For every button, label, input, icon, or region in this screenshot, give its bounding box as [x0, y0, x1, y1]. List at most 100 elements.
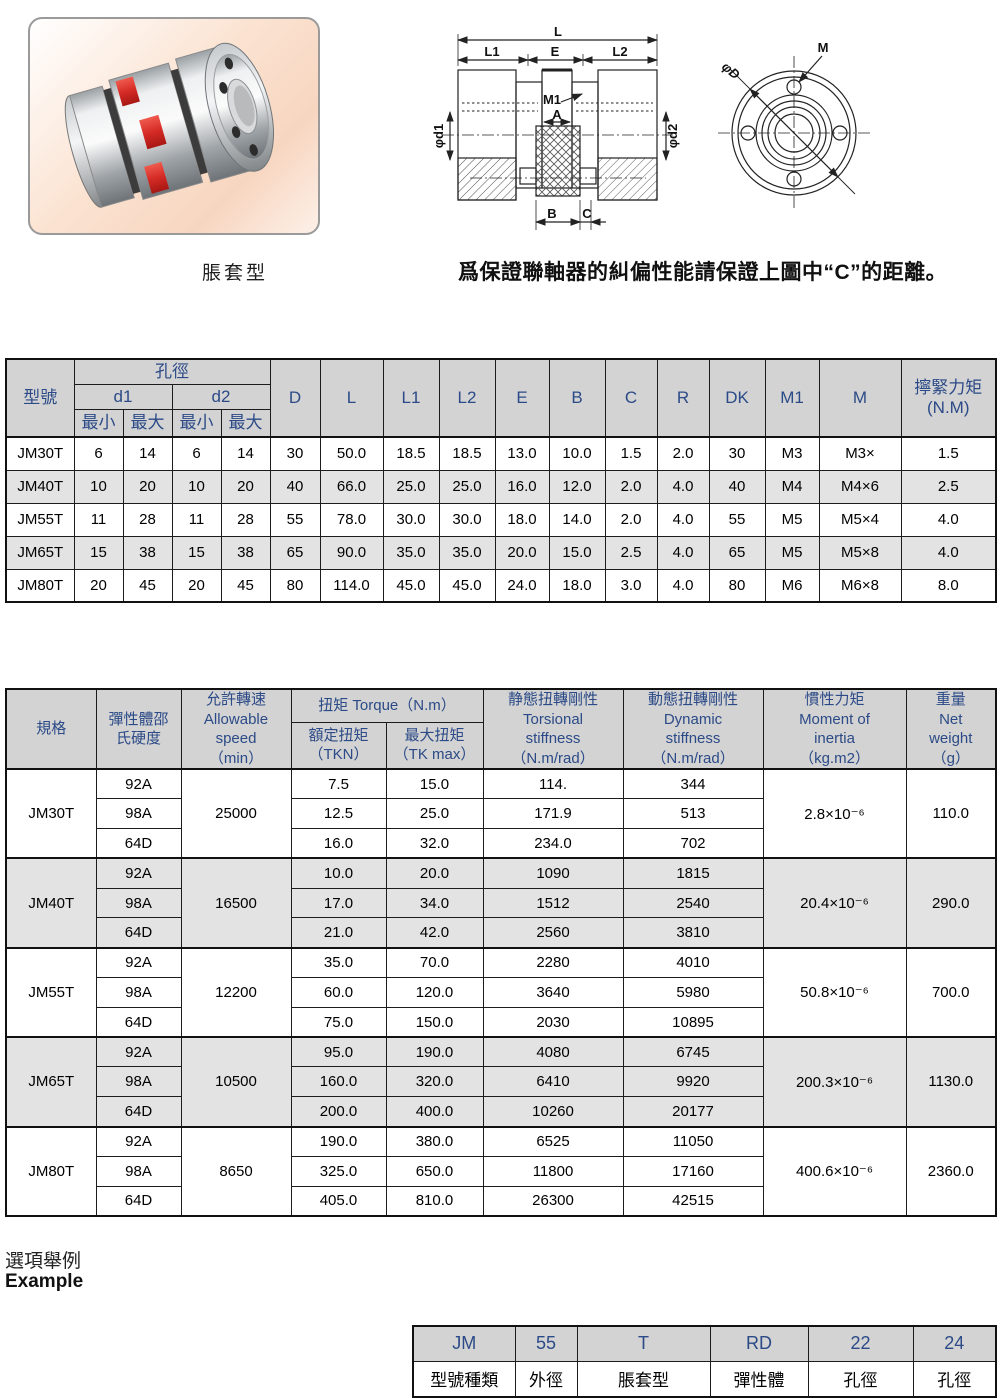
photo-caption: 脹套型	[201, 263, 268, 284]
col-header-L1: L1	[382, 358, 440, 438]
value-cell: M5×8	[818, 535, 902, 570]
static-stiffness-cell: 6410	[482, 1066, 624, 1098]
table-row: JM55T 92A 12200 35.0 70.0 2280 4010 50.8×10⁻⁶ 70…	[5, 946, 997, 1038]
static-stiffness-cell: 26300	[482, 1185, 624, 1217]
dynamic-stiffness-cell: 17160	[622, 1155, 764, 1187]
col-header-weight: 重量 Net weight （g）	[905, 688, 997, 770]
value-cell: 20	[73, 568, 124, 603]
static-stiffness-cell: 2560	[482, 917, 624, 949]
dynamic-stiffness-cell: 702	[622, 828, 764, 859]
max-torque-cell: 650.0	[385, 1155, 484, 1187]
dim-header-row-3: 最小 最大 最小 最大	[6, 408, 996, 438]
value-cell: M3×	[818, 436, 902, 471]
value-cell: 14.0	[548, 502, 606, 537]
value-cell: 20	[122, 469, 173, 504]
model-cell: JM80T	[5, 1125, 97, 1217]
example-label-bore1: 孔徑	[807, 1360, 914, 1398]
value-cell: 4.0	[900, 535, 997, 570]
model-cell: JM65T	[5, 535, 75, 570]
value-cell: 3.0	[604, 568, 658, 603]
example-code-type: T	[576, 1325, 711, 1362]
max-torque-cell: 70.0	[385, 946, 484, 979]
col-header-static-stiffness: 静態扭轉剛性 Torsional stiffness （N.m/rad）	[482, 688, 624, 770]
hardness-cell: 64D	[95, 1096, 182, 1128]
value-cell: 45	[122, 568, 173, 603]
dynamic-stiffness-cell: 5980	[622, 977, 764, 1008]
col-header-d2-max: 最大	[220, 408, 271, 438]
static-stiffness-cell: 3640	[482, 977, 624, 1008]
rated-torque-cell: 10.0	[290, 857, 387, 889]
table-row: JM80T 20 45 20 45 80 114.0 45.0 45.0 24.0 18.0 3.0 4…	[5, 568, 997, 603]
example-table: JM 55 T RD 22 24 型號種類 外徑 脹套型 彈性體 孔徑 孔徑	[412, 1325, 997, 1398]
value-cell: 45.0	[382, 568, 440, 603]
value-cell: 6	[73, 436, 124, 471]
value-cell: 66.0	[319, 469, 384, 504]
value-cell: 80	[269, 568, 321, 603]
inertia-cell: 400.6×10⁻⁶	[762, 1125, 907, 1217]
static-stiffness-cell: 114.	[482, 768, 624, 800]
value-cell: 80	[708, 568, 766, 603]
value-cell: 18.5	[382, 436, 440, 471]
dynamic-stiffness-cell: 11050	[622, 1125, 764, 1157]
dynamic-stiffness-cell: 513	[622, 798, 764, 830]
max-torque-cell: 15.0	[385, 768, 484, 800]
hardness-cell: 98A	[95, 977, 182, 1008]
value-cell: 20	[171, 568, 222, 603]
col-header-spec: 規格	[5, 688, 97, 770]
inertia-cell: 2.8×10⁻⁶	[762, 767, 907, 859]
col-header-tighten-torque: 擰緊力矩 (N.M)	[900, 358, 997, 438]
hardness-cell: 64D	[95, 828, 182, 859]
value-cell: 90.0	[319, 535, 384, 570]
table-row: 98A 160.0 320.0 6410 9920	[6, 1066, 996, 1098]
rated-torque-cell: 190.0	[290, 1125, 387, 1157]
dim-table-body: JM30T 6 14 6 14 30 50.0 18.5 18.5 13.0 10.0 1.5 2.0 3…	[5, 436, 997, 603]
model-cell: JM40T	[5, 469, 75, 504]
value-cell: 45	[220, 568, 271, 603]
col-header-L2: L2	[438, 358, 496, 438]
value-cell: 18.0	[548, 568, 606, 603]
model-cell: JM65T	[5, 1036, 97, 1128]
weight-cell: 110.0	[905, 767, 997, 859]
col-header-d2: d2	[171, 383, 271, 410]
hardness-cell: 98A	[95, 1155, 182, 1187]
value-cell: M5	[764, 502, 820, 537]
col-header-M1: M1	[764, 358, 820, 438]
value-cell: 4.0	[656, 535, 710, 570]
dynamic-stiffness-cell: 9920	[622, 1066, 764, 1098]
speed-cell: 25000	[180, 767, 292, 859]
weight-cell: 290.0	[905, 857, 997, 949]
static-stiffness-cell: 1090	[482, 857, 624, 889]
table-row: 64D 200.0 400.0 10260 20177	[6, 1096, 996, 1128]
hardness-cell: 92A	[95, 1036, 182, 1068]
rated-torque-cell: 160.0	[290, 1066, 387, 1098]
example-code-size: 55	[514, 1325, 578, 1362]
rated-torque-cell: 75.0	[290, 1006, 387, 1038]
spec-header-row-1: 規格 彈性體邵 氏硬度 允許轉速 Allowable speed （min） 扭…	[5, 688, 997, 770]
static-stiffness-cell: 11800	[482, 1155, 624, 1187]
example-code-bore2: 24	[912, 1325, 997, 1362]
col-header-DK: DK	[708, 358, 766, 438]
dynamic-stiffness-cell: 344	[622, 768, 764, 800]
value-cell: 15	[73, 535, 124, 570]
dim-label-phi-d1: φd1	[431, 124, 446, 148]
dimensions-table: 型號 孔徑 D L L1 L2 E B C R DK M1 M 擰緊力矩 (N.…	[5, 358, 997, 603]
value-cell: 4.0	[656, 502, 710, 537]
value-cell: 65	[708, 535, 766, 570]
value-cell: 65	[269, 535, 321, 570]
rated-torque-cell: 35.0	[290, 946, 387, 979]
value-cell: 2.0	[656, 436, 710, 471]
value-cell: 1.5	[900, 436, 997, 471]
value-cell: M6	[764, 568, 820, 603]
value-cell: 50.0	[319, 436, 384, 471]
value-cell: 20	[220, 469, 271, 504]
max-torque-cell: 25.0	[385, 798, 484, 830]
hardness-cell: 98A	[95, 887, 182, 919]
max-torque-cell: 320.0	[385, 1066, 484, 1098]
value-cell: 38	[220, 535, 271, 570]
dim-label-L1: L1	[484, 44, 499, 59]
example-label-size: 外徑	[514, 1360, 578, 1398]
speed-cell: 16500	[180, 857, 292, 949]
example-title-en: Example	[5, 1271, 84, 1292]
max-torque-cell: 150.0	[385, 1006, 484, 1038]
dynamic-stiffness-cell: 1815	[622, 857, 764, 889]
